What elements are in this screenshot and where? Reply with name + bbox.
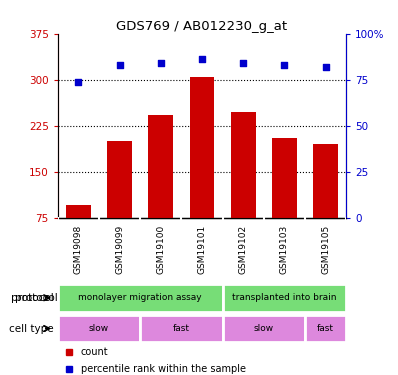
- Point: [240, 60, 246, 66]
- Point: [281, 62, 288, 68]
- Text: fast: fast: [173, 324, 190, 333]
- Bar: [305, 315, 346, 342]
- Text: protocol: protocol: [11, 293, 54, 303]
- Bar: [66, 205, 91, 218]
- Text: GSM19098: GSM19098: [74, 225, 83, 274]
- Text: GSM19099: GSM19099: [115, 225, 124, 274]
- Bar: [189, 76, 215, 218]
- Bar: [140, 315, 222, 342]
- Text: count: count: [81, 347, 108, 357]
- Text: transplanted into brain: transplanted into brain: [232, 293, 337, 302]
- Text: monolayer migration assay: monolayer migration assay: [78, 293, 202, 302]
- Text: cell type: cell type: [9, 324, 54, 333]
- Bar: [272, 138, 297, 218]
- Text: slow: slow: [254, 324, 274, 333]
- Point: [158, 60, 164, 66]
- Text: GSM19102: GSM19102: [239, 225, 248, 274]
- Bar: [222, 284, 346, 312]
- Bar: [148, 115, 173, 218]
- Point: [116, 62, 123, 68]
- Text: slow: slow: [89, 324, 109, 333]
- Point: [199, 57, 205, 63]
- Text: protocol: protocol: [16, 293, 58, 303]
- Text: GSM19105: GSM19105: [321, 225, 330, 274]
- Bar: [231, 111, 256, 218]
- Point: [75, 78, 82, 84]
- Bar: [107, 141, 132, 218]
- Text: GSM19103: GSM19103: [280, 225, 289, 274]
- Title: GDS769 / AB012230_g_at: GDS769 / AB012230_g_at: [117, 20, 287, 33]
- Bar: [313, 144, 338, 218]
- Text: GSM19100: GSM19100: [156, 225, 165, 274]
- Point: [322, 64, 329, 70]
- Bar: [58, 315, 140, 342]
- Text: GSM19101: GSM19101: [197, 225, 207, 274]
- Bar: [222, 315, 305, 342]
- Bar: [58, 284, 222, 312]
- Text: fast: fast: [317, 324, 334, 333]
- Text: percentile rank within the sample: percentile rank within the sample: [81, 364, 246, 374]
